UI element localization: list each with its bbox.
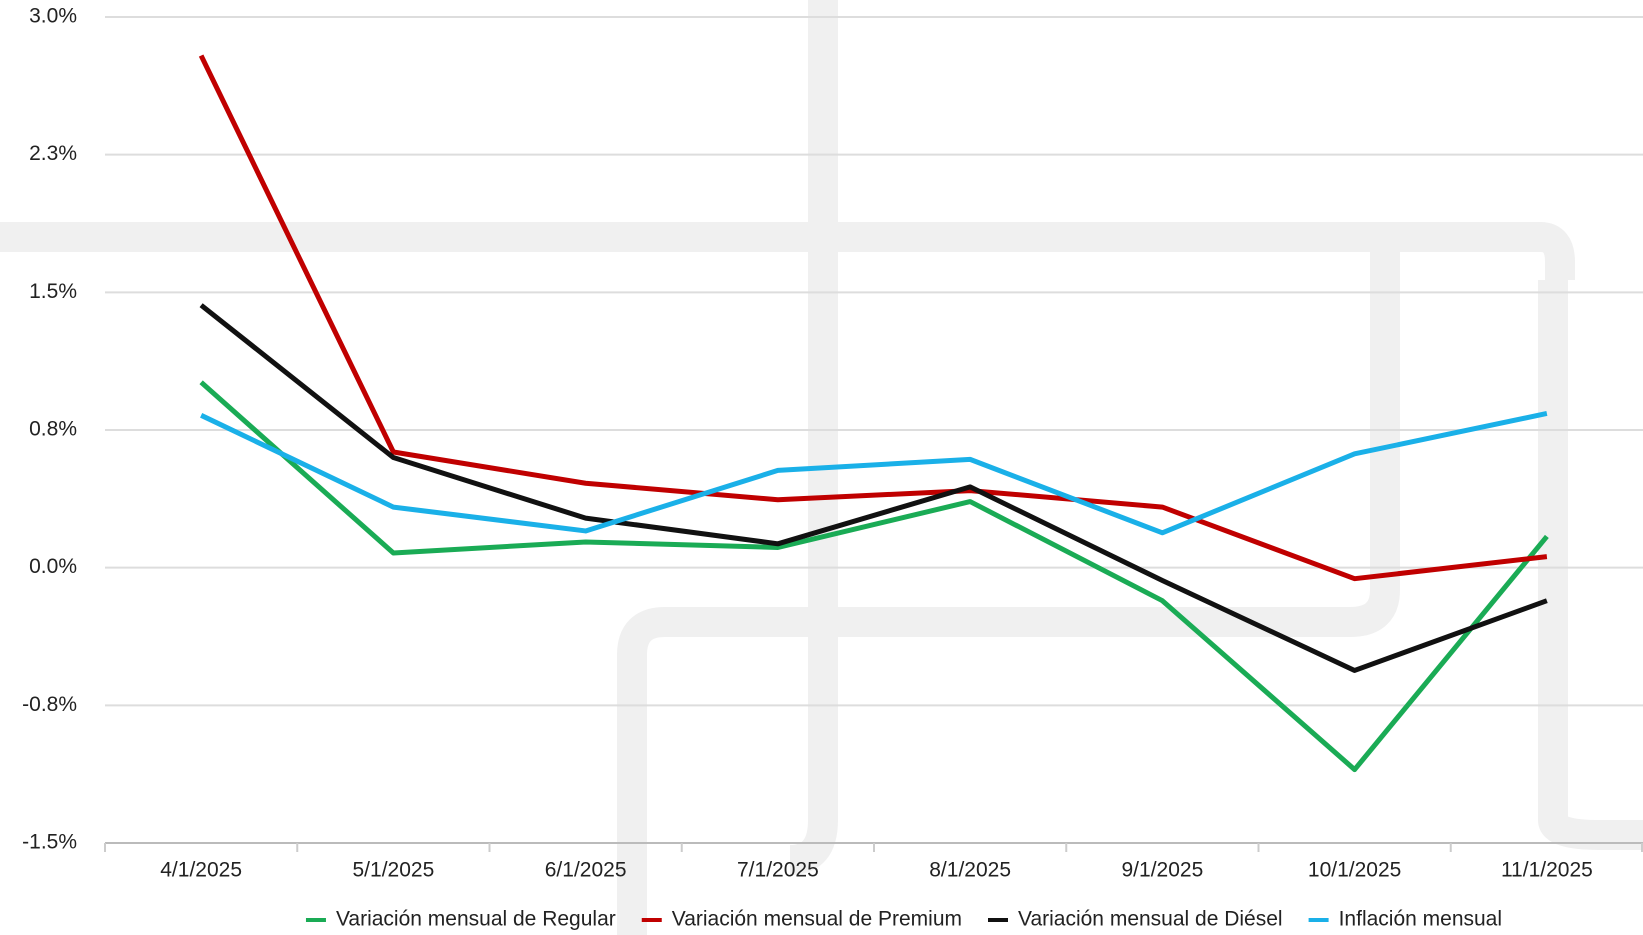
x-tick-label: 10/1/2025 xyxy=(1308,859,1401,882)
y-tick-label: -0.8% xyxy=(22,693,77,716)
series-line xyxy=(201,56,1547,579)
y-tick-label: 0.8% xyxy=(29,418,77,441)
y-tick-label: 0.0% xyxy=(29,555,77,578)
x-tick-label: 8/1/2025 xyxy=(929,859,1011,882)
legend-label: Variación mensual de Diésel xyxy=(1018,908,1283,931)
chart: -1.5% -0.8% 0.0% 0.8% 1.5% 2.3% 3.0% 4/1/2025 5/… xyxy=(0,0,1643,935)
legend-label: Inflación mensual xyxy=(1339,908,1502,931)
x-tick-label: 11/1/2025 xyxy=(1501,859,1593,882)
y-tick-label: 3.0% xyxy=(29,5,77,28)
x-tick-label: 9/1/2025 xyxy=(1122,859,1204,882)
legend-label: Variación mensual de Regular xyxy=(336,908,616,931)
y-tick-label: 2.3% xyxy=(29,142,77,165)
page: {"chart_data": { "type": "line", "catego… xyxy=(0,0,1643,935)
x-tick-label: 5/1/2025 xyxy=(353,859,435,882)
legend-label: Variación mensual de Premium xyxy=(672,908,962,931)
x-tick-label: 6/1/2025 xyxy=(545,859,627,882)
x-tick-label: 4/1/2025 xyxy=(160,859,242,882)
y-tick-label: 1.5% xyxy=(29,280,77,303)
y-tick-label: -1.5% xyxy=(22,831,77,854)
x-tick-label: 7/1/2025 xyxy=(737,859,819,882)
